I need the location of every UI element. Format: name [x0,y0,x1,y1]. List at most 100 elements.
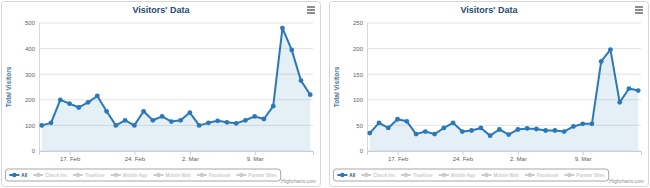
chart-canvas: Visitors' Data 0 100 200 300 400 500 Total Visi… [0,0,650,188]
y-tick: 100 [25,123,39,129]
x-tick: 2. Mar [182,151,199,162]
point-marker [169,119,174,124]
point-marker [104,109,109,114]
point-marker [636,88,641,93]
point-marker [553,128,558,133]
legend-symbol [404,173,408,177]
point-marker [580,121,585,126]
point-marker [206,120,211,125]
legend-symbol [442,173,446,177]
legend-item: Mobile Web [481,173,519,178]
point-marker [543,128,548,133]
legend-label: Check Ins [373,173,395,178]
point-marker [608,47,613,52]
legend-symbol [114,173,118,177]
menu-bar [307,6,315,8]
x-tick-label: 2. Mar [510,156,527,162]
legend-item: All [337,173,355,178]
point-marker [262,117,267,122]
y-tick-label: 0 [360,148,364,154]
point-marker [141,109,146,114]
x-tick-label: 9. Mar [575,156,592,162]
point-marker [197,123,202,128]
credits: Highcharts.com [609,178,644,184]
legend-label: Truefloor [85,173,105,178]
point-marker [488,133,493,138]
chart-title: Visitors' Data [461,5,519,15]
point-marker [469,128,474,133]
point-marker [123,118,128,123]
legend-item: Partner Sites [236,173,277,178]
legend-label: All [21,173,27,178]
y-tick: 300 [25,72,39,78]
point-marker [395,117,400,122]
x-tick-mark [134,151,135,155]
legend-item: Mobile Web [153,173,191,178]
legend-box [5,169,280,181]
point-marker [441,126,446,131]
menu-bar [635,6,643,8]
x-tick-label: 24. Feb [125,156,146,162]
legend-symbol [567,173,571,177]
legend-item: All [9,173,27,178]
y-tick: 400 [25,46,39,52]
chart-panel: Visitors' Data0100200300400500Total Visi… [2,2,321,187]
point-marker [515,127,520,132]
point-marker [86,100,91,105]
y-tick-label: 300 [25,72,36,78]
y-axis-title: Total Visitors [5,66,12,107]
point-marker [404,119,409,124]
grid-line [39,74,313,75]
series-area [42,28,310,151]
y-tick-label: 200 [25,97,36,103]
point-marker [187,110,192,115]
menu-bar [635,12,643,14]
legend-symbol [36,173,40,177]
legend-symbol [200,173,204,177]
menu-icon [635,7,643,13]
point-marker [289,47,294,52]
legend-item: Check Ins [33,173,67,178]
x-tick-mark [518,151,519,155]
x-tick-label: 17. Feb [388,156,409,162]
legend-symbol [12,173,16,177]
x-axis-line [368,152,642,156]
chart-title: Visitors' Data [133,5,191,15]
chart-panel: Visitors' Data050100150200250Total Visit… [330,2,649,187]
point-marker [478,126,483,131]
point-marker [451,120,456,125]
point-marker [432,132,437,137]
y-tick-label: 500 [25,20,36,26]
x-tick-label: 2. Mar [182,156,199,162]
y-tick-label: 200 [353,46,364,52]
point-marker [150,118,155,123]
point-marker [215,118,220,123]
point-marker [617,100,622,105]
menu-icon [307,7,315,13]
y-tick: 100 [353,97,367,103]
point-marker [599,59,604,64]
legend-label: Mobile Web [165,173,191,178]
legend-symbol [76,173,80,177]
point-marker [534,127,539,132]
x-tick: 9. Mar [247,151,264,162]
y-tick: 250 [353,20,367,26]
grid-line [367,48,641,49]
point-marker [525,126,530,131]
point-marker [225,120,230,125]
grid-line [39,23,313,24]
x-tick: 17. Feb [388,151,409,162]
point-marker [414,132,419,137]
y-tick: 200 [25,97,39,103]
x-tick: 9. Mar [575,151,592,162]
legend-item: Mobile App [111,173,148,178]
legend-label: Partner Sites [576,173,605,178]
x-tick-mark [583,151,584,155]
point-marker [497,127,502,132]
x-tick-mark [398,151,399,155]
legend-symbol [528,173,532,177]
panel-border [2,2,321,187]
x-tick: 17. Feb [60,151,81,162]
point-marker [377,120,382,125]
legend-symbol [156,173,160,177]
